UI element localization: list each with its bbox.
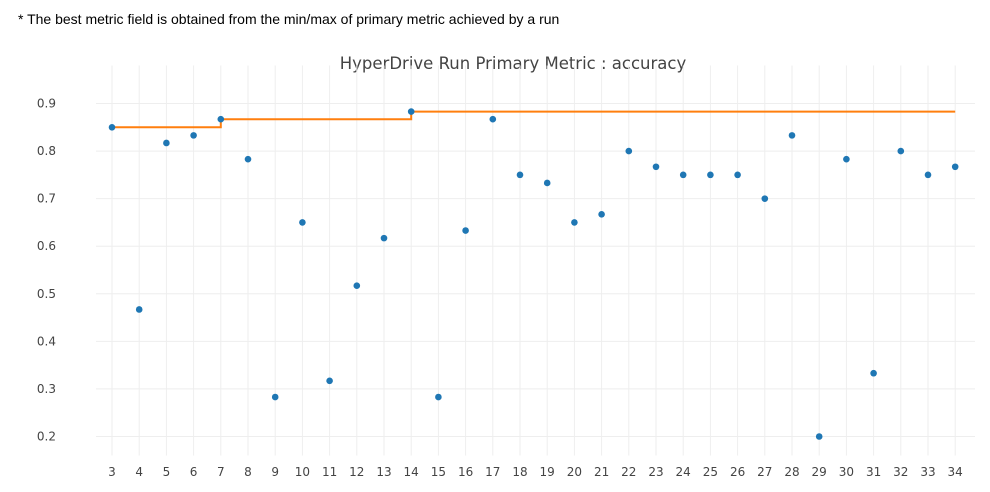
x-tick-label: 24 bbox=[676, 465, 691, 479]
x-tick-label: 26 bbox=[730, 465, 745, 479]
run-metric-point bbox=[679, 171, 687, 179]
run-metric-point bbox=[843, 155, 850, 163]
run-metric-point bbox=[489, 115, 497, 123]
x-tick-label: 10 bbox=[295, 465, 310, 479]
y-tick-label: 0.6 bbox=[37, 239, 56, 253]
x-tick-label: 4 bbox=[135, 465, 143, 479]
run-metric-point bbox=[326, 377, 333, 385]
x-tick-label: 9 bbox=[271, 465, 279, 479]
x-tick-label: 7 bbox=[217, 465, 225, 479]
best-metric-footnote: * The best metric field is obtained from… bbox=[18, 11, 560, 27]
run-metric-point bbox=[924, 171, 932, 179]
y-tick-label: 0.2 bbox=[37, 430, 56, 444]
x-tick-label: 27 bbox=[757, 465, 772, 479]
x-tick-label: 17 bbox=[485, 465, 500, 479]
run-metric-point bbox=[353, 282, 361, 289]
run-metric-point bbox=[217, 115, 225, 123]
run-metric-point bbox=[435, 393, 442, 401]
best-metric-series bbox=[112, 110, 956, 129]
run-metric-point bbox=[598, 211, 605, 218]
x-tick-label: 23 bbox=[648, 465, 663, 479]
run-metric-point bbox=[543, 179, 551, 187]
run-metric-point bbox=[462, 227, 469, 234]
run-metric-point bbox=[951, 163, 959, 171]
y-tick-label: 0.4 bbox=[37, 334, 56, 348]
run-metric-point bbox=[870, 369, 877, 377]
x-tick-label: 15 bbox=[431, 465, 446, 479]
x-tick-label: 22 bbox=[621, 465, 636, 479]
x-tick-label: 31 bbox=[866, 465, 881, 479]
run-metric-point bbox=[271, 393, 279, 401]
x-tick-label: 13 bbox=[376, 465, 391, 479]
run-metric-point bbox=[734, 171, 741, 179]
x-tick-label: 3 bbox=[108, 465, 116, 479]
y-tick-label: 0.3 bbox=[37, 382, 56, 396]
chart-grid bbox=[96, 65, 975, 456]
x-tick-label: 8 bbox=[244, 465, 252, 479]
x-tick-label: 34 bbox=[948, 465, 963, 479]
x-tick-label: 28 bbox=[784, 465, 799, 479]
run-metric-point bbox=[244, 155, 252, 163]
y-axis-ticks: 0.2 0.3 0.4 0.5 0.6 0.7 0.8 0.9 bbox=[37, 97, 56, 444]
chart-title: HyperDrive Run Primary Metric : accuracy bbox=[340, 54, 687, 73]
run-metric-point bbox=[788, 132, 796, 139]
x-axis-ticks: 3 4 5 6 7 8 9 10 11 12 13 14 15 16 17 18 19 20 21 22 23 24 25 2… bbox=[108, 465, 963, 479]
x-tick-label: 6 bbox=[190, 465, 198, 479]
x-tick-label: 33 bbox=[920, 465, 935, 479]
run-metric-point bbox=[380, 234, 388, 242]
y-tick-label: 0.8 bbox=[37, 144, 56, 158]
run-metric-point bbox=[135, 306, 143, 313]
best-metric-line bbox=[112, 110, 956, 129]
run-metric-point bbox=[761, 195, 769, 202]
x-tick-label: 21 bbox=[594, 465, 609, 479]
x-tick-label: 11 bbox=[322, 465, 337, 479]
run-metric-point bbox=[163, 139, 170, 147]
x-tick-label: 29 bbox=[812, 465, 827, 479]
run-metric-point bbox=[652, 163, 660, 171]
x-tick-label: 19 bbox=[540, 465, 555, 479]
run-metric-point bbox=[190, 132, 197, 139]
run-metric-point bbox=[516, 171, 524, 179]
run-metric-point bbox=[407, 108, 415, 115]
x-tick-label: 18 bbox=[512, 465, 527, 479]
run-metric-point bbox=[108, 123, 116, 131]
x-tick-label: 25 bbox=[703, 465, 718, 479]
run-metric-point bbox=[897, 147, 905, 155]
x-tick-label: 30 bbox=[839, 465, 854, 479]
x-tick-label: 5 bbox=[163, 465, 171, 479]
x-tick-label: 16 bbox=[458, 465, 473, 479]
run-metric-point bbox=[299, 219, 306, 226]
run-metric-point bbox=[707, 171, 714, 179]
run-metric-point bbox=[625, 147, 633, 155]
y-tick-label: 0.5 bbox=[37, 287, 56, 301]
x-tick-label: 20 bbox=[567, 465, 582, 479]
x-tick-label: 12 bbox=[349, 465, 364, 479]
x-tick-label: 32 bbox=[893, 465, 908, 479]
y-tick-label: 0.7 bbox=[37, 192, 56, 206]
run-metric-series bbox=[108, 108, 959, 440]
x-tick-label: 14 bbox=[404, 465, 419, 479]
y-tick-label: 0.9 bbox=[37, 97, 56, 111]
run-metric-point bbox=[815, 433, 823, 440]
run-metric-point bbox=[571, 219, 578, 226]
